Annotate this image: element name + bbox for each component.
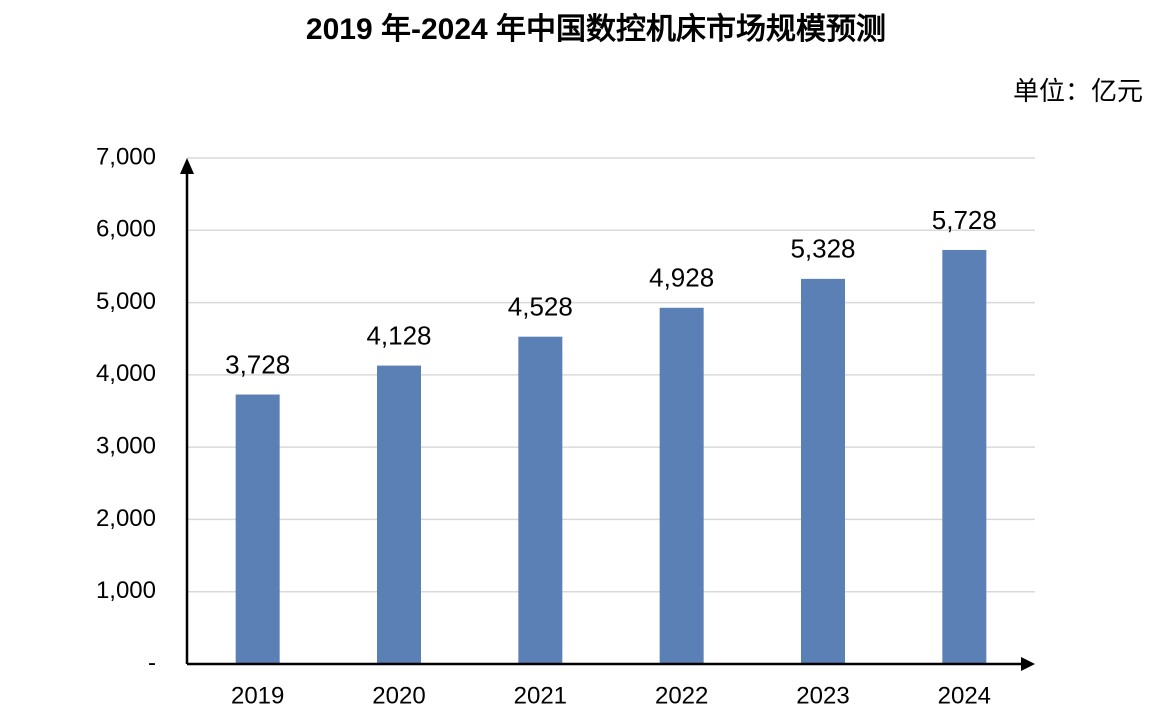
bar (377, 365, 421, 664)
bar (518, 336, 563, 664)
x-tick-label: 2024 (938, 682, 991, 709)
y-tick-label: 1,000 (96, 577, 156, 604)
y-tick-label: 7,000 (96, 143, 156, 170)
bar (942, 249, 987, 664)
y-tick-label: 4,000 (96, 360, 156, 387)
value-label: 5,328 (790, 234, 855, 264)
chart-title: 2019 年-2024 年中国数控机床市场规模预测 (306, 12, 886, 46)
bar (659, 307, 704, 664)
x-tick-label: 2019 (231, 682, 284, 709)
x-tick-label: 2021 (514, 682, 567, 709)
y-tick-label: - (148, 649, 156, 676)
y-tick-label: 2,000 (96, 505, 156, 532)
y-tick-label: 5,000 (96, 288, 156, 315)
value-label: 5,728 (932, 205, 997, 235)
bar (801, 278, 845, 664)
x-tick-label: 2020 (372, 682, 425, 709)
y-axis-arrow (180, 158, 194, 174)
x-tick-label: 2023 (796, 682, 849, 709)
value-label: 4,528 (508, 292, 573, 322)
unit-label: 单位：亿元 (1013, 76, 1143, 106)
bar (235, 394, 280, 664)
x-tick-label: 2022 (655, 682, 708, 709)
value-label: 4,928 (649, 263, 714, 293)
x-axis-arrow (1021, 657, 1035, 671)
value-label: 3,728 (225, 349, 290, 379)
y-tick-label: 3,000 (96, 432, 156, 459)
value-label: 4,128 (366, 320, 431, 350)
y-tick-label: 6,000 (96, 216, 156, 243)
